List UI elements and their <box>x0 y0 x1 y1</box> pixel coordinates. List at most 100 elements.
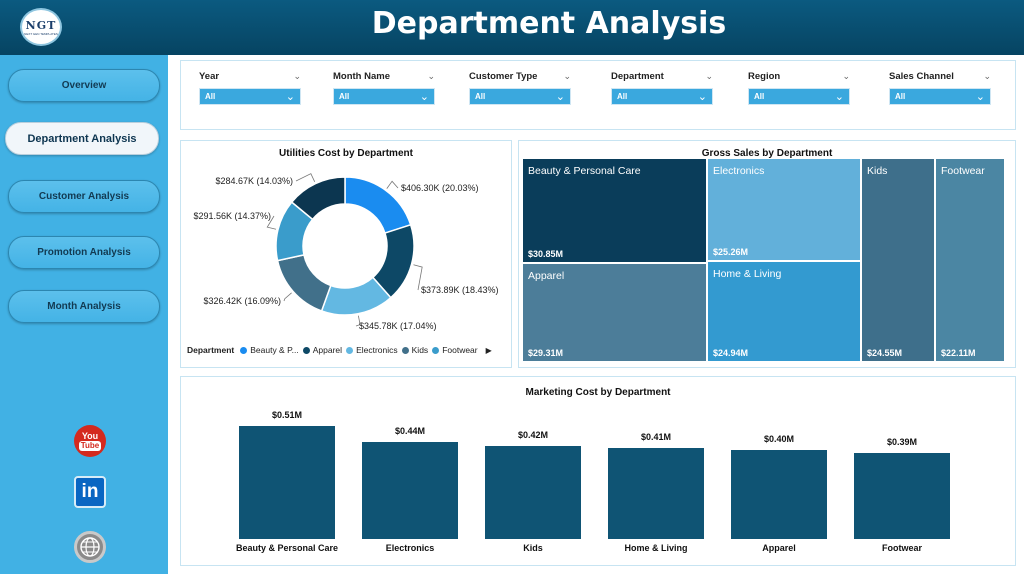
treemap-tile-value: $29.31M <box>528 348 564 358</box>
company-logo[interactable]: NGT NEXT GEN TEMPLATES <box>20 8 62 46</box>
chevron-down-icon: ⌄ <box>285 91 295 103</box>
bar-beauty-personal-care[interactable] <box>239 426 335 539</box>
chevron-down-icon[interactable]: ⌄ <box>293 71 301 81</box>
chevron-down-icon[interactable]: ⌄ <box>563 71 571 81</box>
filter-customer-type: Customer Type ⌄ All ⌄ <box>469 71 571 105</box>
filter-department: Department ⌄ All ⌄ <box>611 71 713 105</box>
bar-footwear[interactable] <box>854 452 950 539</box>
filter-department-select[interactable]: All ⌄ <box>611 88 713 105</box>
donut-slice-kids[interactable] <box>276 254 332 312</box>
filter-region-label: Region <box>748 71 781 82</box>
filter-customer-type-value: All <box>475 92 486 101</box>
donut-data-label: $284.67K (14.03%) <box>215 176 293 186</box>
donut-leader-line <box>355 315 361 327</box>
donut-leader-line <box>283 292 292 302</box>
chevron-down-icon: ⌄ <box>975 91 985 103</box>
marketing-cost-title: Marketing Cost by Department <box>525 387 671 398</box>
nav-department-analysis-button[interactable]: Department Analysis <box>5 122 159 155</box>
treemap-tile-value: $30.85M <box>528 249 564 259</box>
bar-category-label: Beauty & Personal Care <box>235 543 339 553</box>
bar-category-label: Kids <box>523 543 543 553</box>
legend-item-beauty[interactable]: Beauty & P... <box>240 345 299 355</box>
treemap-tile-label: Home & Living <box>713 268 782 280</box>
bar-home-living[interactable] <box>608 448 704 539</box>
nav-month-analysis-button[interactable]: Month Analysis <box>8 290 160 323</box>
filter-customer-type-select[interactable]: All ⌄ <box>469 88 571 105</box>
bar-kids[interactable] <box>485 445 581 539</box>
donut-leader-line <box>266 215 277 230</box>
legend-dot <box>302 346 310 354</box>
bar-category-label: Home & Living <box>624 543 688 553</box>
nav-overview-button[interactable]: Overview <box>8 69 160 102</box>
bar-category-label: Electronics <box>385 543 435 553</box>
legend-item-label: Beauty & P... <box>250 345 299 355</box>
treemap-tile-label: Kids <box>867 165 888 177</box>
chevron-down-icon: ⌄ <box>697 91 707 103</box>
chevron-down-icon[interactable]: ⌄ <box>983 71 991 81</box>
linkedin-icon[interactable]: in <box>74 476 106 508</box>
youtube-icon-text: You <box>81 431 99 441</box>
donut-leader-line <box>386 180 399 189</box>
filter-year-select[interactable]: All ⌄ <box>199 88 301 105</box>
filter-year-label: Year <box>199 71 220 82</box>
bar-data-label: $0.51M <box>271 410 303 420</box>
legend-title: Department <box>187 345 235 355</box>
filter-month-name-select[interactable]: All ⌄ <box>333 88 435 105</box>
bar-apparel[interactable] <box>731 450 827 539</box>
chevron-down-icon: ⌄ <box>419 91 429 103</box>
filter-month-name-value: All <box>339 92 350 101</box>
legend-item-label: Footwear <box>442 345 478 355</box>
bar-electronics[interactable] <box>362 441 458 539</box>
donut-data-label: $291.56K (14.37%) <box>193 211 271 221</box>
treemap-tile-beauty-personal-care[interactable]: Beauty & Personal Care $30.85M <box>523 159 706 262</box>
filter-sales-channel-select[interactable]: All ⌄ <box>889 88 991 105</box>
filter-month-name-label: Month Name <box>333 71 390 82</box>
filter-sales-channel-value: All <box>895 92 906 101</box>
logo-mark: NGT <box>25 18 57 32</box>
legend-item-electronics[interactable]: Electronics <box>346 345 398 355</box>
legend-item-label: Kids <box>411 345 429 355</box>
treemap-tile-apparel[interactable]: Apparel $29.31M <box>523 264 706 361</box>
filter-department-value: All <box>617 92 628 101</box>
legend-next-arrow-icon[interactable]: ▶ <box>485 345 492 355</box>
utilities-cost-legend: Department Beauty & P... Apparel Electro… <box>187 345 507 355</box>
legend-item-footwear[interactable]: Footwear <box>432 345 478 355</box>
treemap-tile-value: $24.94M <box>713 348 749 358</box>
chevron-down-icon[interactable]: ⌄ <box>427 71 435 81</box>
donut-leader-line <box>295 173 316 182</box>
filter-region-select[interactable]: All ⌄ <box>748 88 850 105</box>
globe-icon[interactable] <box>74 531 106 563</box>
nav-customer-analysis-button[interactable]: Customer Analysis <box>8 180 160 213</box>
treemap-tile-footwear[interactable]: Footwear $22.11M <box>936 159 1004 361</box>
chevron-down-icon[interactable]: ⌄ <box>842 71 850 81</box>
donut-slice-home-living[interactable] <box>290 176 346 221</box>
legend-item-label: Electronics <box>356 345 398 355</box>
utilities-cost-title: Utilities Cost by Department <box>279 148 413 159</box>
filter-month-name: Month Name ⌄ All ⌄ <box>333 71 435 105</box>
treemap-tile-value: $22.11M <box>941 348 976 358</box>
legend-dot <box>401 346 409 354</box>
nav-promotion-analysis-button[interactable]: Promotion Analysis <box>8 236 160 269</box>
youtube-icon-tube: Tube <box>78 441 102 451</box>
bar-data-label: $0.42M <box>517 429 549 440</box>
treemap-tile-electronics[interactable]: Electronics $25.26M <box>708 159 860 260</box>
filter-year: Year ⌄ All ⌄ <box>199 71 301 105</box>
treemap-tile-kids[interactable]: Kids $24.55M <box>862 159 934 361</box>
youtube-icon[interactable]: You Tube <box>74 425 106 457</box>
bar-data-label: $0.44M <box>394 425 426 436</box>
legend-item-kids[interactable]: Kids <box>401 345 429 355</box>
legend-item-label: Apparel <box>312 345 343 355</box>
globe-icon-graphic <box>80 537 100 557</box>
treemap-tile-home-living[interactable]: Home & Living $24.94M <box>708 262 860 361</box>
treemap-tile-label: Beauty & Personal Care <box>528 165 641 177</box>
bar-category-label: Apparel <box>762 543 796 553</box>
logo-subtext: NEXT GEN TEMPLATES <box>24 31 58 36</box>
chevron-down-icon[interactable]: ⌄ <box>705 71 713 81</box>
legend-dot <box>432 346 440 354</box>
legend-item-apparel[interactable]: Apparel <box>302 345 343 355</box>
treemap-tile-label: Apparel <box>528 270 565 282</box>
donut-data-label: $373.89K (18.43%) <box>421 285 499 295</box>
utilities-cost-card: Utilities Cost by Department $406.30K (2… <box>180 140 512 368</box>
filter-department-label: Department <box>611 71 664 82</box>
legend-dot <box>346 346 354 354</box>
